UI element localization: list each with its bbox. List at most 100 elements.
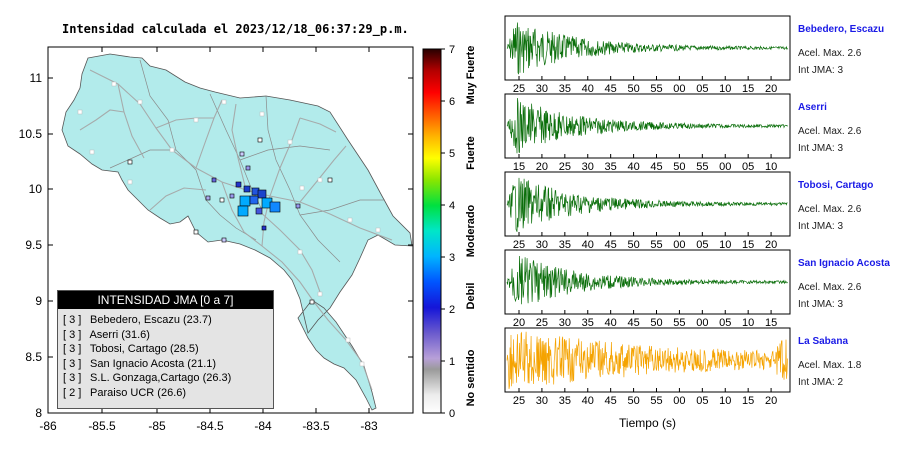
costa-rica-landmass bbox=[61, 53, 413, 411]
legend-item-level: [ 3 ] bbox=[63, 343, 82, 356]
legend-item-level: [ 2 ] bbox=[63, 386, 82, 399]
station-name: San Ignacio Acosta bbox=[798, 258, 890, 269]
station-marker bbox=[243, 185, 251, 193]
legend-item: [ 3 ] Tobosi, Cartago (28.5) bbox=[63, 342, 273, 357]
waveform-tick-label: 55 bbox=[650, 83, 662, 95]
station-name: Aserri bbox=[798, 102, 827, 113]
station-name: Bebedero, Escazu bbox=[798, 24, 885, 35]
waveform-tick-label: 40 bbox=[582, 239, 594, 251]
waveform-tick-label: 40 bbox=[605, 317, 617, 329]
waveform-tick-label: 25 bbox=[559, 161, 571, 173]
station-marker bbox=[127, 159, 133, 165]
colorbar-tick: 4 bbox=[449, 200, 455, 212]
lon-tick: -85.5 bbox=[88, 419, 116, 433]
waveform-tick-label: 50 bbox=[650, 317, 662, 329]
waveform-tick-label: 20 bbox=[536, 161, 548, 173]
waveform-tick-label: 45 bbox=[605, 239, 617, 251]
legend-item-name: Tobosi, Cartago (28.5) bbox=[87, 343, 199, 356]
station-marker bbox=[269, 201, 281, 213]
station-int: Int JMA: 3 bbox=[798, 65, 844, 76]
lat-tick: 10 bbox=[29, 182, 43, 196]
waveform-tick-label: 30 bbox=[536, 239, 548, 251]
waveform-tick-label: 50 bbox=[627, 83, 639, 95]
station-marker bbox=[309, 299, 315, 305]
lon-tick: -85 bbox=[148, 419, 166, 433]
waveform-trace bbox=[506, 255, 788, 305]
waveform-tick-label: 50 bbox=[673, 161, 685, 173]
station-marker bbox=[205, 195, 211, 201]
waveform-tick-label: 05 bbox=[696, 395, 708, 407]
station-acel: Acel. Max. 2.6 bbox=[798, 48, 862, 59]
station-marker bbox=[229, 193, 235, 199]
waveform-tick-label: 55 bbox=[650, 239, 662, 251]
colorbar-label-debil: Debil bbox=[465, 283, 477, 310]
legend-item-level: [ 3 ] bbox=[63, 357, 82, 370]
waveform-panels: 25 30 35 40 45 50 55 00 05 10 15 20 15 20 25 30 35 40 45 50… bbox=[504, 15, 791, 430]
waveform-tick-label: 55 bbox=[650, 395, 662, 407]
station-name: La Sabana bbox=[798, 336, 849, 347]
waveform-tick-label: 45 bbox=[605, 83, 617, 95]
waveform-tick-label: 20 bbox=[765, 83, 777, 95]
colorbar-tick: 5 bbox=[449, 148, 455, 160]
legend-item-level: [ 3 ] bbox=[63, 314, 82, 326]
waveform-tick-label: 35 bbox=[559, 83, 571, 95]
waveform-trace bbox=[506, 331, 788, 389]
station-marker bbox=[295, 203, 301, 209]
waveform-trace bbox=[506, 22, 788, 75]
waveform-tick-label: 15 bbox=[742, 83, 754, 95]
waveform-tick-label: 30 bbox=[559, 317, 571, 329]
legend-item-name: San Ignacio Acosta (21.1) bbox=[87, 357, 217, 370]
waveform-tick-label: 35 bbox=[559, 239, 571, 251]
legend-item: [ 2 ] Paraiso UCR (26.6) bbox=[63, 386, 273, 401]
station-marker bbox=[257, 189, 267, 199]
waveform-tick-label: 20 bbox=[513, 317, 525, 329]
map-title: Intensidad calculada el 2023/12/18_06:37… bbox=[62, 22, 409, 36]
colorbar-label-no-sentido: No sentido bbox=[465, 349, 477, 406]
waveform-tick-label: 00 bbox=[719, 161, 731, 173]
waveform-frame bbox=[504, 249, 791, 315]
lat-tick: 8.5 bbox=[25, 350, 42, 364]
waveform-trace bbox=[506, 97, 788, 154]
waveform-tick-label: 35 bbox=[559, 395, 571, 407]
waveform-tick-label: 45 bbox=[605, 395, 617, 407]
station-marker bbox=[245, 165, 251, 171]
colorbar-label-moderado: Moderado bbox=[465, 204, 477, 257]
colorbar-tick: 7 bbox=[449, 44, 455, 56]
waveform-tick-label: 30 bbox=[536, 395, 548, 407]
colorbar-tick: 3 bbox=[449, 252, 455, 264]
lat-tick: 11 bbox=[30, 71, 43, 85]
legend-item-name: Paraiso UCR (26.6) bbox=[87, 386, 187, 399]
town-markers bbox=[77, 81, 381, 367]
station-name: Tobosi, Cartago bbox=[798, 180, 874, 191]
station-int: Int JMA: 2 bbox=[798, 377, 844, 388]
waveform-tick-label: 05 bbox=[696, 83, 708, 95]
station-marker bbox=[221, 237, 227, 243]
colorbar-tick: 6 bbox=[449, 96, 455, 108]
station-marker bbox=[237, 205, 249, 217]
intensity-stations bbox=[127, 137, 333, 305]
waveform-tick-label: 10 bbox=[719, 395, 731, 407]
lat-tick: 8 bbox=[35, 406, 42, 420]
station-marker bbox=[255, 207, 263, 215]
waveform-tick-label: 20 bbox=[765, 395, 777, 407]
colorbar-gradient bbox=[422, 48, 442, 414]
waveform-tick-label: 55 bbox=[673, 317, 685, 329]
waveform-tick-label: 50 bbox=[627, 395, 639, 407]
waveform-tick-label: 00 bbox=[673, 395, 685, 407]
legend-item: [ 3 ] Bebedero, Escazu (23.7) bbox=[63, 313, 273, 328]
lat-tick: 9 bbox=[35, 294, 42, 308]
lon-tick: -84 bbox=[254, 419, 272, 433]
waveform-tick-label: 10 bbox=[742, 317, 754, 329]
intensity-legend: INTENSIDAD JMA [0 a 7] [ 3 ] Bebedero, E… bbox=[57, 290, 274, 409]
legend-list: [ 3 ] Bebedero, Escazu (23.7)[ 3 ] Aserr… bbox=[58, 313, 273, 401]
waveform-tick-label: 00 bbox=[673, 83, 685, 95]
station-marker bbox=[239, 151, 245, 157]
station-marker bbox=[235, 181, 242, 188]
colorbar-label-fuerte: Fuerte bbox=[465, 136, 477, 170]
lat-tick: 10.5 bbox=[19, 127, 43, 141]
waveform-tick-label: 05 bbox=[742, 161, 754, 173]
waveform-tick-label: 10 bbox=[719, 83, 731, 95]
legend-item-level: [ 3 ] bbox=[63, 372, 82, 385]
legend-item-name: Bebedero, Escazu (23.7) bbox=[87, 314, 212, 326]
waveform-tick-label: 15 bbox=[513, 161, 525, 173]
